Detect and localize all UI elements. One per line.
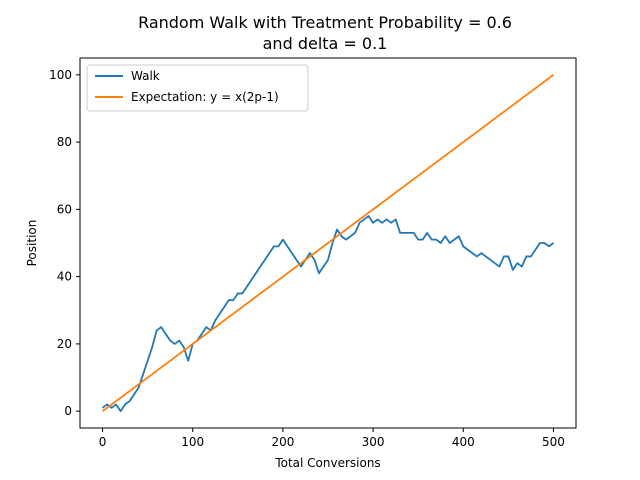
y-axis-ticks: 0 20 40 60 80 100 <box>49 68 80 418</box>
x-tick-label: 300 <box>362 435 385 449</box>
x-axis-ticks: 0 100 200 300 400 500 <box>99 428 565 449</box>
x-tick-label: 500 <box>542 435 565 449</box>
x-tick-label: 100 <box>181 435 204 449</box>
chart-title-line-2: and delta = 0.1 <box>263 34 388 53</box>
walk-series-line <box>102 215 554 413</box>
legend-label-walk: Walk <box>131 69 160 83</box>
y-tick-label: 0 <box>64 404 72 418</box>
y-tick-label: 80 <box>57 135 72 149</box>
y-tick-label: 20 <box>57 337 72 351</box>
legend-box <box>86 64 309 112</box>
expectation-series-line <box>102 74 554 412</box>
x-tick-label: 400 <box>452 435 475 449</box>
y-axis-label: Position <box>25 220 39 267</box>
plot-area-frame <box>79 57 577 429</box>
chart-title-line-1: Random Walk with Treatment Probability =… <box>138 13 512 32</box>
x-tick-label: 0 <box>99 435 107 449</box>
x-axis-label: Total Conversions <box>274 456 380 470</box>
legend: Walk Expectation: y = x(2p-1) <box>86 64 309 112</box>
y-tick-label: 60 <box>57 202 72 216</box>
legend-label-expectation: Expectation: y = x(2p-1) <box>131 90 279 104</box>
y-tick-label: 40 <box>57 270 72 284</box>
x-tick-label: 200 <box>271 435 294 449</box>
plot-lines <box>102 74 554 413</box>
y-tick-label: 100 <box>49 68 72 82</box>
